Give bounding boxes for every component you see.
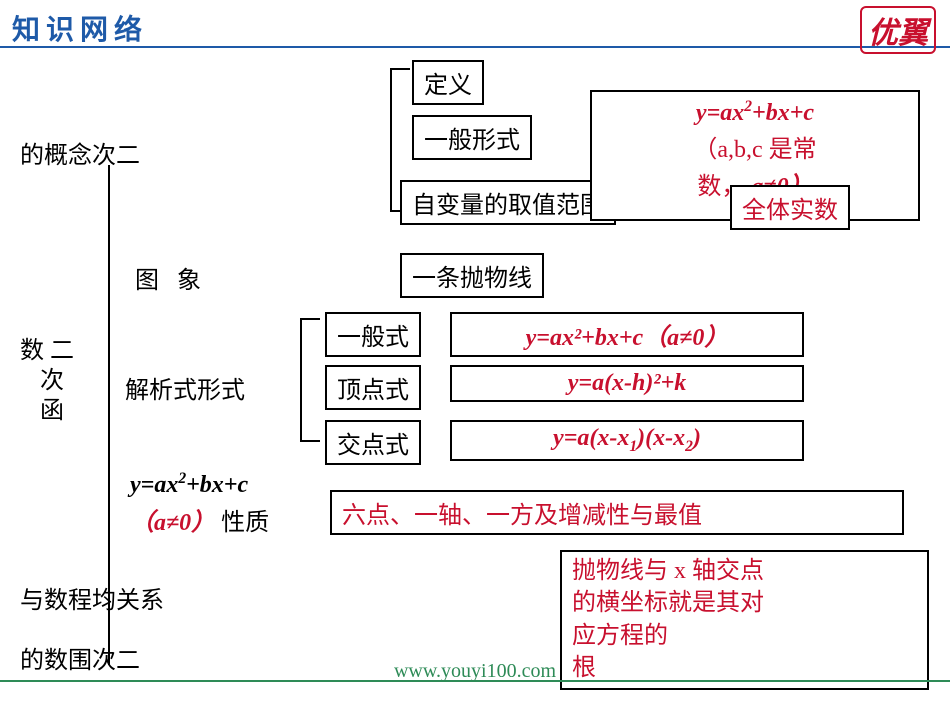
box-liudian: 六点、一轴、一方及增减性与最值 — [330, 490, 904, 535]
formula-jiaodian: y=a(x-x1)(x-x2) — [450, 420, 804, 461]
footer-url: www.youyi100.com — [0, 660, 950, 683]
box-jiaodianshi: 交点式 — [325, 420, 421, 465]
formula-desc-line1: （a,b,c 是常 — [600, 129, 910, 164]
box-dingdianshi: 顶点式 — [325, 365, 421, 410]
box-dingyi: 定义 — [412, 60, 484, 105]
label-root3: 函 — [40, 390, 64, 425]
label-analytic: 解析式形式 — [125, 370, 245, 405]
box-yibanshi: 一般式 — [325, 312, 421, 357]
formula-yaxbxc: y=ax2+bx+c — [130, 470, 248, 499]
formula-yax2bxc-top: y=ax2+bx+c — [600, 98, 910, 127]
pwx-line3: 应方程的 — [572, 620, 917, 652]
label-concept: 的概念次二 — [20, 135, 140, 170]
box-yiban-form: 一般形式 — [412, 115, 532, 160]
page-title: 知识网络 — [12, 8, 148, 48]
box-quanti: 全体实数 — [730, 185, 850, 230]
label-tuxiang: 图 象 — [135, 260, 207, 295]
pwx-line1: 抛物线与 x 轴交点 — [572, 555, 917, 587]
label-relation: 与数程均关系 — [20, 580, 164, 615]
slide: { "colors":{ "header":"#1e5aa8", "header… — [0, 0, 950, 713]
formula-dingdian: y=a(x-h)²+k — [450, 365, 804, 402]
box-zibianliang: 自变量的取值范围 — [400, 180, 616, 225]
brand-logo: 优翼 — [860, 6, 936, 54]
formula-yiban: y=ax²+bx+c（a≠0） — [450, 312, 804, 357]
box-paowuxian: 一条抛物线 — [400, 253, 544, 298]
bracket-forms — [300, 318, 320, 442]
title-underline — [0, 46, 950, 48]
pwx-line2: 的横坐标就是其对 — [572, 587, 917, 619]
label-ane0-prop: （a≠0） 性质 — [130, 502, 269, 537]
axis-line — [108, 165, 110, 665]
